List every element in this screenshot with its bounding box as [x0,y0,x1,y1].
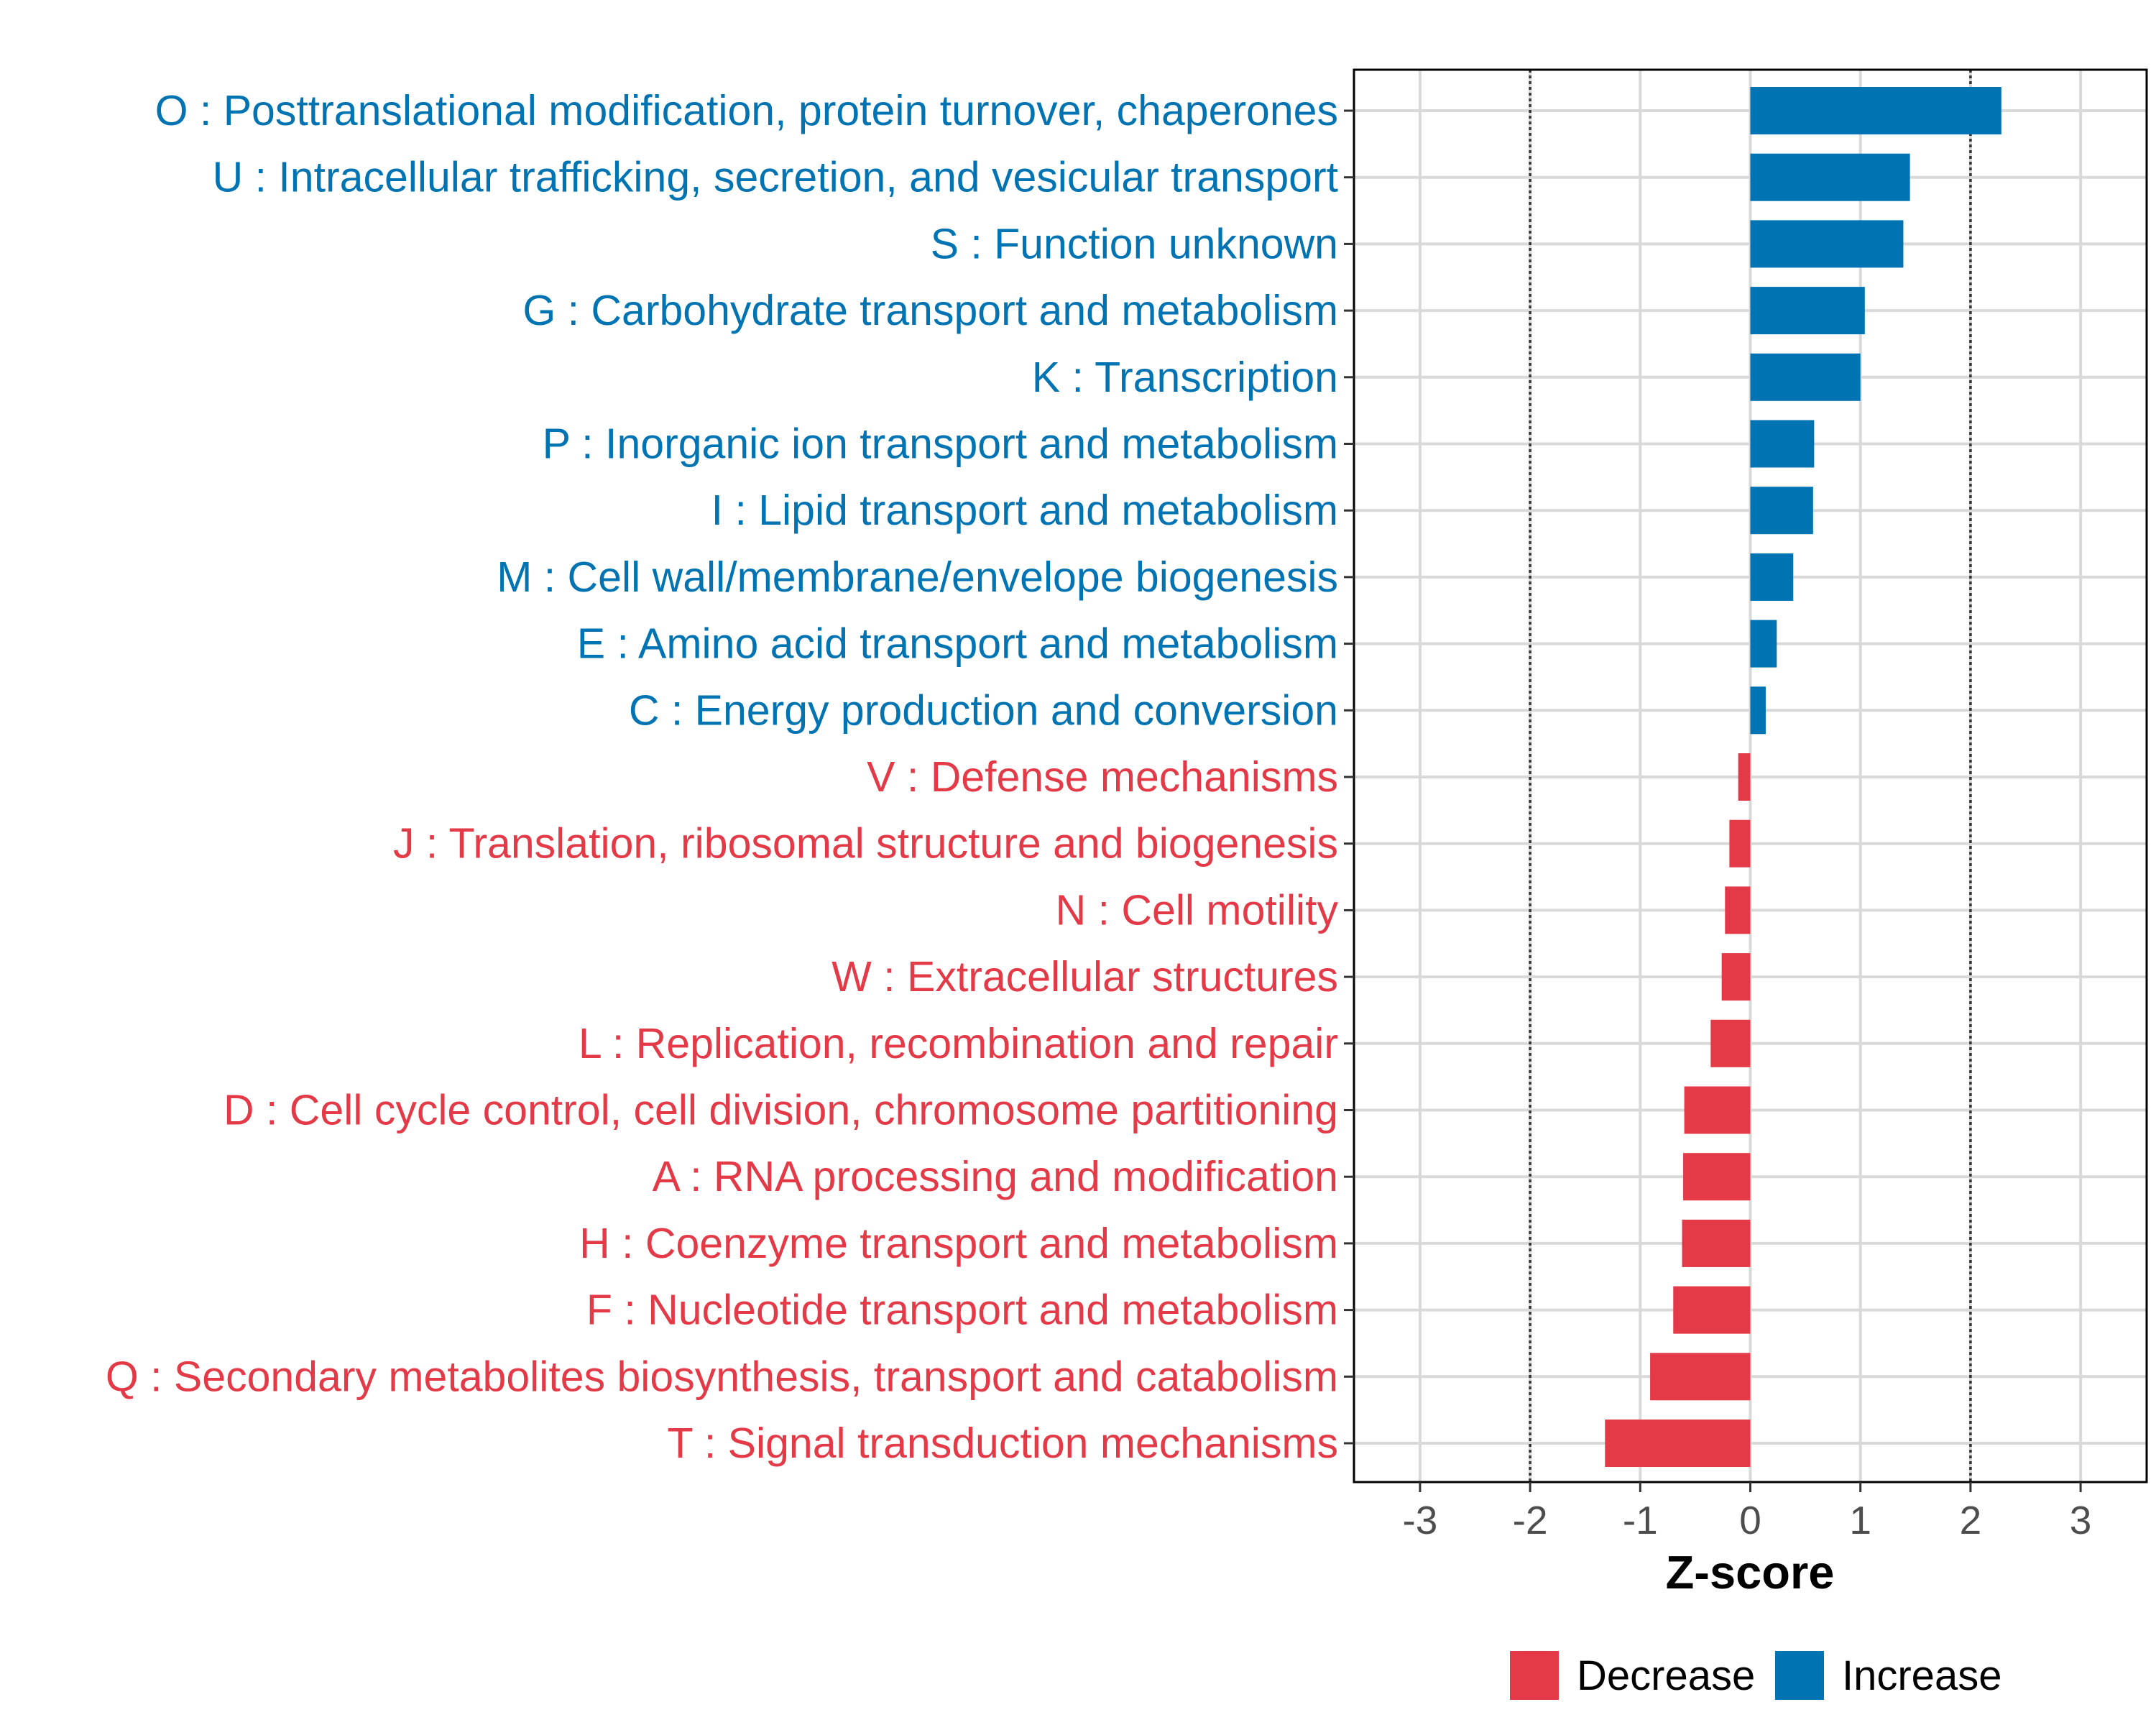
legend: Decrease Increase [1510,1651,2001,1700]
x-tick-label: 2 [1960,1498,1982,1542]
category-label: A : RNA processing and modification [653,1153,1338,1200]
x-tick-label: 3 [2070,1498,2092,1542]
category-label: S : Function unknown [931,220,1338,267]
x-tick-label: -1 [1623,1498,1658,1542]
x-axis-ticks [1419,1482,2082,1492]
bar [1738,753,1751,801]
category-label: Q : Secondary metabolites biosynthesis, … [106,1353,1338,1400]
bar [1750,487,1813,535]
bar [1750,153,1910,201]
category-label: I : Lipid transport and metabolism [711,487,1338,534]
bar [1650,1353,1751,1401]
bar [1750,287,1865,335]
category-label: O : Posttranslational modification, prot… [155,87,1338,134]
bar [1684,1086,1751,1134]
category-label: C : Energy production and conversion [629,686,1338,734]
category-label: T : Signal transduction mechanisms [667,1420,1338,1467]
x-axis-title: Z-score [1666,1546,1835,1598]
category-label: F : Nucleotide transport and metabolism [586,1287,1338,1334]
category-label: M : Cell wall/membrane/envelope biogenes… [497,553,1338,601]
category-label: E : Amino acid transport and metabolism [577,620,1338,668]
category-label: H : Coenzyme transport and metabolism [579,1220,1338,1267]
legend-key-decrease [1510,1651,1559,1700]
bar [1721,953,1751,1001]
bar [1750,686,1766,735]
bar [1682,1219,1751,1267]
bar [1605,1420,1751,1467]
bar [1673,1286,1751,1334]
category-labels: O : Posttranslational modification, prot… [106,87,1339,1467]
legend-key-increase [1775,1651,1824,1700]
category-label: D : Cell cycle control, cell division, c… [224,1087,1338,1134]
category-label: L : Replication, recombination and repai… [579,1020,1338,1067]
y-axis-ticks [1344,109,1354,1445]
x-tick-label: 1 [1849,1498,1871,1542]
bar [1683,1153,1751,1201]
bar [1710,1019,1751,1067]
x-tick-label: -2 [1513,1498,1548,1542]
category-label: N : Cell motility [1056,886,1339,934]
category-label: U : Intracellular trafficking, secretion… [213,154,1338,201]
category-label: W : Extracellular structures [831,953,1338,1000]
bar [1750,420,1815,468]
bar [1750,87,2001,134]
legend-label-decrease: Decrease [1577,1652,1755,1699]
legend-label-increase: Increase [1842,1652,2001,1699]
bar [1750,353,1861,401]
x-tick-label: -3 [1402,1498,1437,1542]
x-tick-labels: -3 -2 -1 0 1 2 3 [1402,1498,2091,1542]
x-tick-label: 0 [1739,1498,1761,1542]
bar [1750,553,1794,601]
bar [1750,220,1904,268]
category-label: G : Carbohydrate transport and metabolis… [522,287,1338,334]
bar [1725,886,1751,934]
bar [1750,620,1777,668]
category-label: K : Transcription [1032,354,1338,401]
category-label: J : Translation, ribosomal structure and… [393,820,1338,868]
category-label: P : Inorganic ion transport and metaboli… [543,420,1338,468]
bars [1605,87,2001,1467]
category-label: V : Defense mechanisms [867,753,1338,801]
bar [1729,819,1751,868]
